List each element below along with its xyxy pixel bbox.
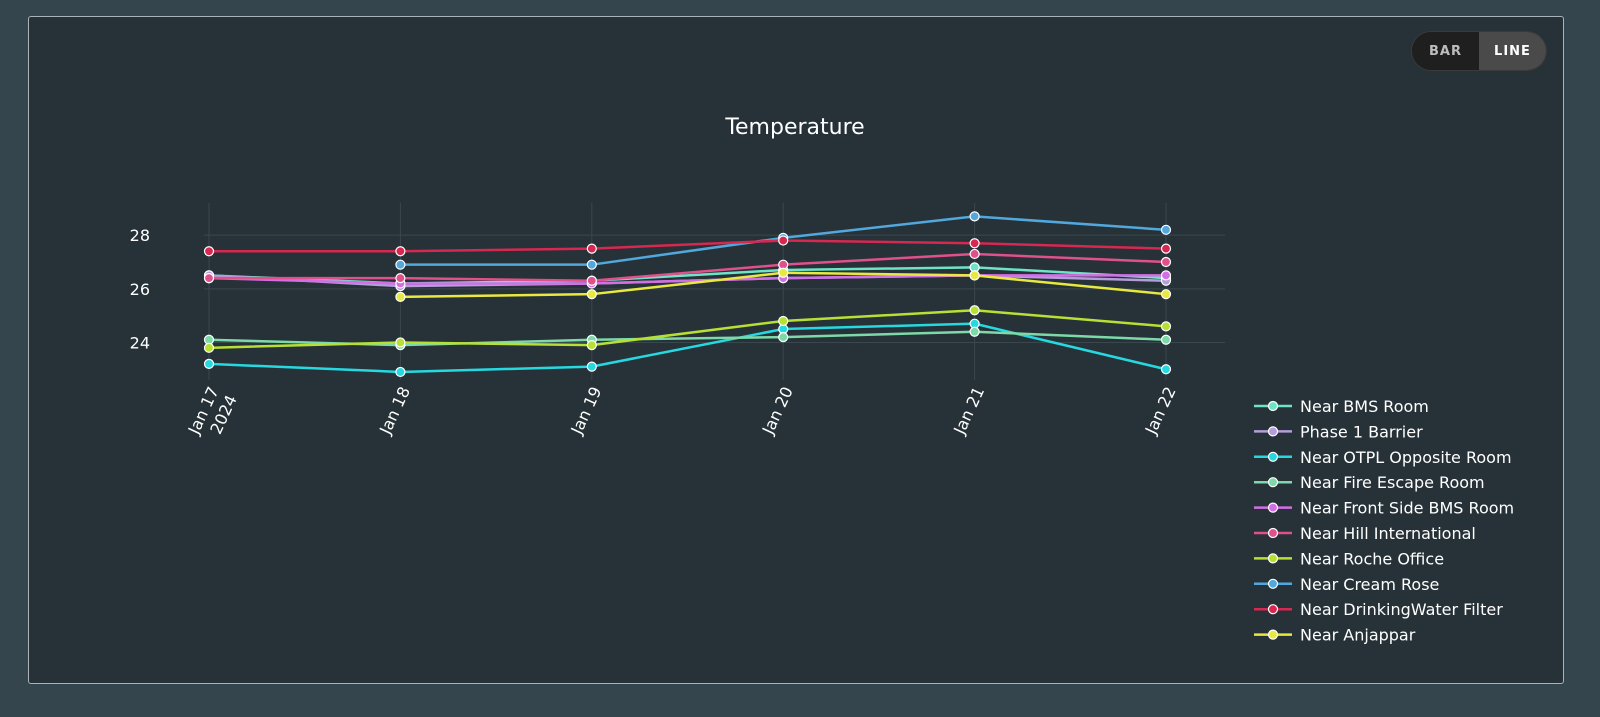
- data-point[interactable]: [395, 291, 406, 302]
- x-tick-label: Jan 22: [1141, 384, 1180, 438]
- series-9: [395, 267, 1172, 302]
- line-toggle-button[interactable]: LINE: [1479, 32, 1546, 70]
- series-5: [203, 248, 1172, 286]
- data-point[interactable]: [395, 272, 406, 284]
- legend-swatch-marker: [1267, 502, 1279, 513]
- data-point[interactable]: [395, 337, 406, 348]
- series-6: [203, 305, 1172, 353]
- legend-label: Near Hill International: [1300, 524, 1476, 543]
- legend-item[interactable]: Near DrinkingWater Filter: [1254, 600, 1503, 619]
- x-tick-label: Jan 21: [949, 384, 988, 438]
- legend-item[interactable]: Near BMS Room: [1254, 397, 1429, 416]
- legend-label: Phase 1 Barrier: [1300, 422, 1423, 441]
- data-point[interactable]: [586, 340, 597, 351]
- x-tick-label: Jan 20: [758, 384, 797, 438]
- legend-label: Near DrinkingWater Filter: [1300, 600, 1503, 619]
- legend-item[interactable]: Near Front Side BMS Room: [1254, 499, 1514, 518]
- legend-swatch-marker: [1267, 400, 1279, 412]
- series-line: [209, 239, 1167, 253]
- legend-label: Near Cream Rose: [1300, 575, 1439, 594]
- data-point[interactable]: [1160, 334, 1172, 345]
- data-point[interactable]: [969, 211, 980, 222]
- legend-label: Near Front Side BMS Room: [1300, 499, 1514, 518]
- series-line: [208, 309, 1167, 350]
- chart-title: Temperature: [724, 115, 864, 140]
- y-tick-label: 26: [130, 280, 150, 299]
- series-line: [208, 274, 1166, 285]
- data-point[interactable]: [778, 267, 789, 278]
- data-point[interactable]: [778, 315, 789, 327]
- legend-swatch-marker: [1267, 426, 1279, 437]
- legend-item[interactable]: Near Anjappar: [1254, 626, 1416, 645]
- chart-grid: [204, 203, 1225, 380]
- data-point[interactable]: [1160, 364, 1172, 375]
- y-tick-label: 24: [130, 333, 150, 352]
- chart-panel: [28, 16, 1564, 684]
- legend-label: Near OTPL Opposite Room: [1300, 448, 1512, 467]
- legend: Near BMS Room Phase 1 Barrier Near OTPL Op…: [1254, 397, 1514, 645]
- data-point[interactable]: [778, 235, 789, 246]
- legend-label: Near Anjappar: [1300, 626, 1416, 645]
- y-axis: 24 26 28: [130, 226, 150, 352]
- data-point[interactable]: [1160, 256, 1172, 268]
- series-layer: [203, 211, 1172, 378]
- legend-swatch-marker: [1267, 604, 1279, 615]
- x-tick-label: Jan 172024: [184, 384, 241, 447]
- series-2: [203, 318, 1172, 378]
- legend-label: Near Fire Escape Room: [1300, 473, 1485, 492]
- legend-label: Near Roche Office: [1300, 549, 1444, 568]
- data-point[interactable]: [395, 366, 406, 378]
- data-point[interactable]: [1160, 321, 1172, 332]
- legend-label: Near BMS Room: [1300, 397, 1429, 416]
- legend-item[interactable]: Near Cream Rose: [1254, 575, 1439, 594]
- legend-item[interactable]: Near OTPL Opposite Room: [1254, 448, 1512, 467]
- series-3: [203, 326, 1172, 351]
- data-point[interactable]: [778, 331, 789, 343]
- data-point[interactable]: [969, 326, 980, 337]
- data-point[interactable]: [969, 270, 980, 281]
- data-point[interactable]: [1160, 224, 1172, 235]
- data-point[interactable]: [586, 289, 597, 300]
- data-point[interactable]: [395, 246, 406, 257]
- data-point[interactable]: [1160, 289, 1172, 300]
- legend-swatch-marker: [1267, 553, 1279, 564]
- legend-item[interactable]: Near Fire Escape Room: [1254, 473, 1485, 492]
- data-point[interactable]: [203, 358, 215, 370]
- data-point[interactable]: [1160, 243, 1172, 254]
- data-point[interactable]: [586, 275, 597, 286]
- data-point[interactable]: [969, 305, 980, 316]
- legend-swatch-marker: [1267, 578, 1279, 589]
- y-tick-label: 28: [130, 226, 150, 245]
- chart-type-toggle: BAR LINE: [1412, 32, 1546, 70]
- data-point[interactable]: [1160, 270, 1172, 281]
- data-point[interactable]: [395, 259, 406, 270]
- data-point[interactable]: [586, 259, 597, 270]
- x-axis: Jan 172024 Jan 18 Jan 19 Jan 20 Jan 21 Jan 22: [184, 384, 1180, 447]
- data-point[interactable]: [586, 243, 597, 254]
- legend-swatch-marker: [1267, 451, 1279, 462]
- x-tick-label: Jan 18: [375, 384, 414, 438]
- series-line: [209, 252, 1167, 283]
- data-point[interactable]: [969, 238, 980, 249]
- data-point[interactable]: [586, 361, 597, 372]
- legend-item[interactable]: Near Roche Office: [1254, 549, 1444, 568]
- legend-swatch-marker: [1267, 527, 1279, 539]
- legend-swatch-marker: [1267, 629, 1279, 640]
- series-line: [208, 322, 1167, 374]
- series-8: [203, 235, 1172, 257]
- data-point[interactable]: [969, 248, 980, 260]
- data-point[interactable]: [203, 342, 215, 353]
- data-point[interactable]: [203, 246, 215, 257]
- legend-swatch-marker: [1267, 477, 1279, 488]
- bar-toggle-button[interactable]: BAR: [1412, 32, 1479, 70]
- x-tick-label: Jan 19: [567, 384, 606, 438]
- legend-item[interactable]: Phase 1 Barrier: [1254, 422, 1423, 441]
- legend-item[interactable]: Near Hill International: [1254, 524, 1476, 543]
- data-point[interactable]: [203, 272, 215, 284]
